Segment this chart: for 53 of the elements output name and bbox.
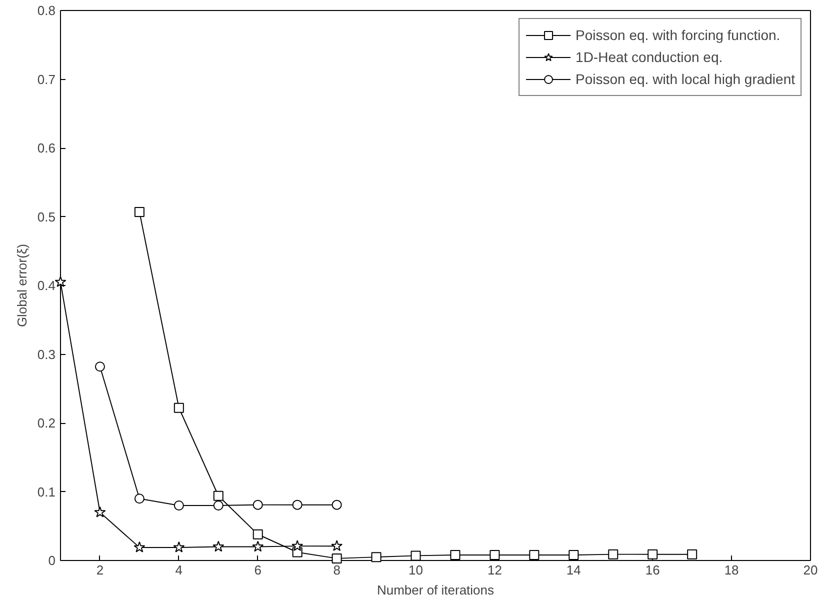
point: [490, 550, 500, 560]
point: [134, 206, 144, 217]
y-tick-label: 0.6: [37, 140, 56, 156]
point: [332, 553, 342, 564]
x-tick-label: 8: [333, 562, 340, 578]
point: [94, 506, 106, 518]
x-tick-label: 16: [645, 562, 660, 578]
legend-label: Poisson eq. with local high gradient: [576, 71, 795, 87]
point: [213, 500, 224, 510]
x-tick-label: 18: [724, 562, 739, 578]
point: [332, 500, 342, 510]
point: [687, 549, 698, 560]
point: [529, 550, 540, 560]
legend-label: Poisson eq. with forcing function.: [576, 27, 780, 43]
point: [252, 500, 263, 510]
point: [94, 362, 105, 372]
point: [568, 550, 579, 560]
x-tick-label: 10: [408, 562, 423, 578]
point: [371, 552, 382, 562]
point: [174, 402, 184, 413]
x-tick-label: 20: [803, 562, 818, 578]
point: [450, 550, 460, 560]
point: [173, 541, 185, 552]
x-tick-label: 14: [566, 562, 581, 578]
y-tick-label: 0.2: [37, 416, 56, 430]
y-axis-title: Global error(ξ): [14, 244, 30, 328]
y-tick-label: 0.4: [37, 278, 56, 293]
point: [54, 276, 66, 288]
x-tick-label: 2: [96, 562, 104, 578]
y-tick-label: 0.8: [37, 3, 56, 18]
point: [331, 540, 343, 552]
y-tick-label: 0.7: [37, 72, 56, 87]
x-tick-label: 4: [175, 562, 183, 578]
point: [174, 500, 184, 510]
x-tick-label: 12: [487, 562, 502, 578]
y-tick-label: 0: [48, 553, 56, 568]
point: [212, 540, 224, 552]
legend-label: 1D-Heat conduction eq.: [576, 49, 723, 65]
point: [608, 549, 618, 560]
point: [213, 490, 224, 501]
point: [292, 500, 302, 510]
point: [292, 540, 304, 552]
point: [648, 549, 658, 560]
y-tick-label: 0.1: [37, 484, 56, 500]
point: [134, 494, 144, 504]
point: [410, 550, 421, 561]
point: [134, 541, 146, 552]
y-tick-label: 0.3: [37, 346, 56, 362]
x-axis-title: Number of iterations: [376, 582, 495, 598]
point: [252, 529, 263, 540]
x-tick-label: 6: [254, 562, 262, 578]
y-tick-label: 0.5: [37, 209, 56, 224]
point: [252, 540, 264, 552]
